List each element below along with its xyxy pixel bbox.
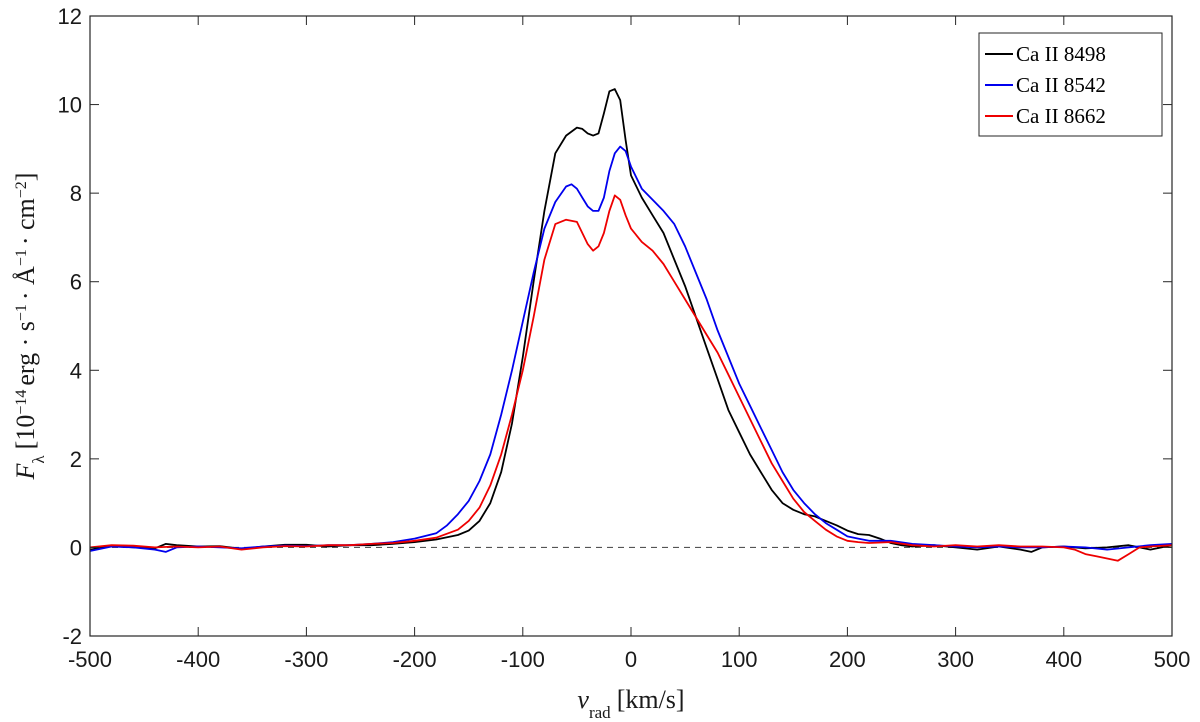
- x-axis-label: vrad [km/s]: [577, 685, 684, 722]
- y-tick-label: 10: [58, 93, 82, 118]
- y-tick-label: -2: [62, 624, 82, 649]
- series-line-ca-ii-8662: [89, 194, 1173, 562]
- y-axis-label: Fλ[10−14erg · s−1· Å−1· cm−2]: [11, 173, 48, 481]
- y-tick-label: 4: [70, 358, 82, 383]
- series-layer: [89, 88, 1173, 562]
- y-tick-label: 0: [70, 535, 82, 560]
- tick-layer: -500 -400 -300 -200 -100 0 100 200 300 400 500 -2 0 2…: [58, 4, 1191, 672]
- legend-label: Ca II 8542: [1016, 73, 1106, 97]
- x-tick-label: 100: [721, 647, 758, 672]
- x-tick-label: 200: [829, 647, 866, 672]
- x-tick-label: 0: [625, 647, 637, 672]
- x-tick-label: 500: [1154, 647, 1191, 672]
- y-tick-label: 2: [70, 447, 82, 472]
- x-tick-label: 400: [1045, 647, 1082, 672]
- legend: Ca II 8498 Ca II 8542 Ca II 8662: [978, 32, 1163, 137]
- y-tick-label: 6: [70, 270, 82, 295]
- x-tick-label: 300: [937, 647, 974, 672]
- x-tick-label: -200: [393, 647, 437, 672]
- legend-label: Ca II 8662: [1016, 104, 1106, 128]
- legend-label: Ca II 8498: [1016, 42, 1106, 66]
- x-tick-label: -100: [501, 647, 545, 672]
- y-tick-label: 8: [70, 181, 82, 206]
- y-tick-label: 12: [58, 4, 82, 29]
- x-tick-label: -500: [68, 647, 112, 672]
- x-tick-label: -300: [284, 647, 328, 672]
- x-tick-label: -400: [176, 647, 220, 672]
